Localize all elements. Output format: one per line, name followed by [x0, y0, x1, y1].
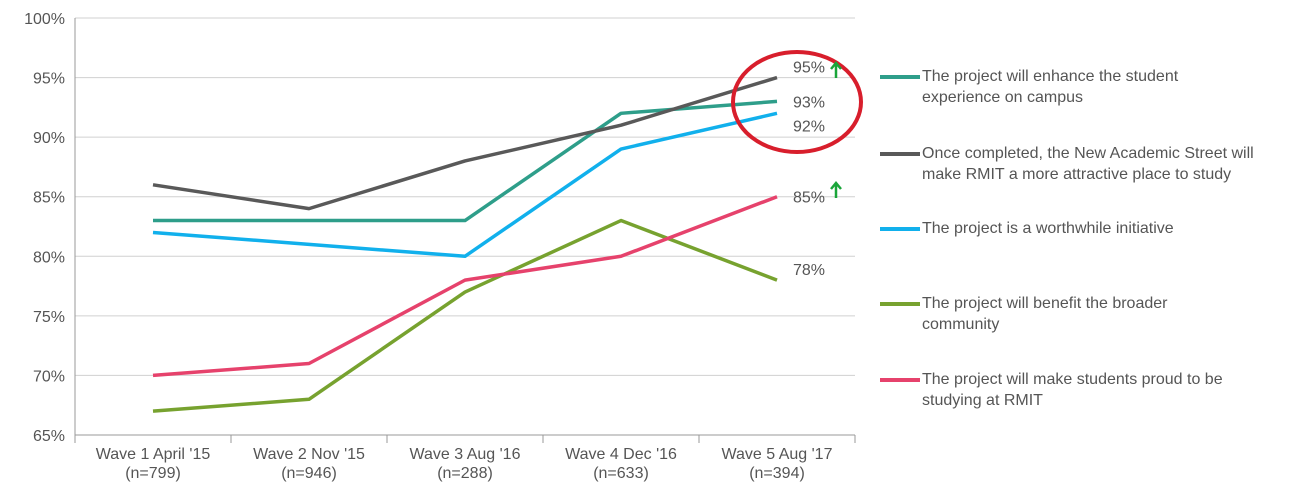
x-tick-label: (n=946) — [281, 465, 337, 482]
legend-item: The project will make students proud to … — [880, 369, 1290, 411]
legend-swatch — [880, 227, 920, 231]
x-tick-label: Wave 4 Dec '16 — [565, 446, 677, 463]
x-tick-label: (n=288) — [437, 465, 493, 482]
legend-item: The project will enhance the student exp… — [880, 66, 1290, 108]
up-arrow — [830, 61, 842, 198]
data-label: 85% — [793, 190, 825, 207]
x-tick-label: Wave 1 April '15 — [96, 446, 211, 463]
x-tick-label: Wave 3 Aug '16 — [410, 446, 521, 463]
series-line — [152, 195, 778, 378]
legend-item: The project will benefit the broader com… — [880, 293, 1290, 335]
data-label: 92% — [793, 118, 825, 135]
series-line — [152, 75, 778, 211]
data-label: 78% — [793, 262, 825, 279]
y-tick-label: 70% — [33, 368, 65, 385]
x-tick-label: (n=799) — [125, 465, 181, 482]
y-tick-label: 65% — [33, 428, 65, 445]
legend-label: The project will enhance the student exp… — [922, 68, 1179, 106]
legend-label: The project will benefit the broader com… — [922, 295, 1168, 333]
legend-label: The project is a worthwhile initiative — [922, 220, 1174, 237]
legend-label: The project will make students proud to … — [922, 371, 1223, 409]
legend-label: Once completed, the New Academic Street … — [922, 145, 1254, 183]
y-tick-label: 80% — [33, 249, 65, 266]
y-tick-label: 85% — [33, 190, 65, 207]
data-label: 95% — [793, 60, 825, 77]
x-tick-label: Wave 5 Aug '17 — [722, 446, 833, 463]
y-tick-label: 100% — [24, 11, 65, 28]
series-line — [152, 111, 778, 259]
legend-swatch — [880, 75, 920, 79]
legend-swatch — [880, 378, 920, 382]
legend-swatch — [880, 302, 920, 306]
data-label: 93% — [793, 94, 825, 111]
x-tick-label: (n=394) — [749, 465, 805, 482]
highlight-circle — [731, 50, 863, 154]
legend-item: The project is a worthwhile initiative — [880, 218, 1290, 239]
y-tick-label: 75% — [33, 309, 65, 326]
legend-swatch — [880, 152, 920, 156]
series-line — [152, 218, 778, 413]
x-tick-label: Wave 2 Nov '15 — [253, 446, 365, 463]
y-tick-label: 95% — [33, 71, 65, 88]
plot: 65% 70% 75% 80% 85% 90% 95% 100% Wave 1 April '1… — [24, 11, 856, 482]
x-tick-label: (n=633) — [593, 465, 649, 482]
y-tick-label: 90% — [33, 130, 65, 147]
legend-item: Once completed, the New Academic Street … — [880, 143, 1290, 185]
